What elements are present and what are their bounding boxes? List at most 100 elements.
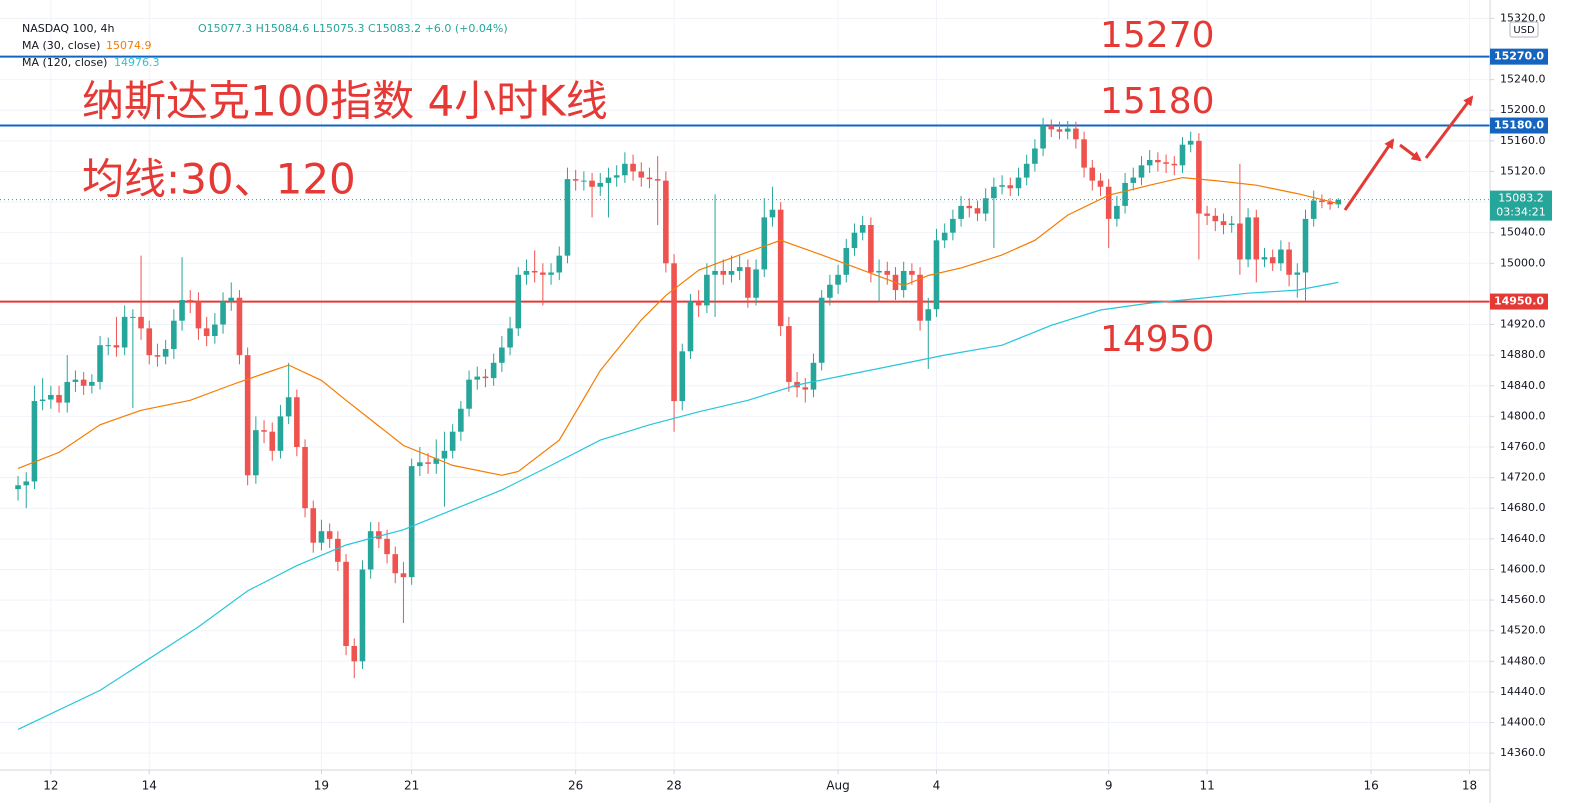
candle-body xyxy=(1261,257,1268,260)
y-tick-label: 14560.0 xyxy=(1500,593,1546,606)
candle-body xyxy=(589,180,595,187)
candle-body xyxy=(531,270,538,273)
candle-body xyxy=(351,646,358,662)
candle-body xyxy=(507,328,513,348)
candle-body xyxy=(146,328,153,356)
candle-body xyxy=(720,270,727,275)
candle-body xyxy=(1048,125,1055,130)
candle-body xyxy=(1179,144,1186,166)
candle-body xyxy=(1064,128,1071,132)
candle-body xyxy=(810,362,817,390)
candle-body xyxy=(277,416,284,451)
candle-body xyxy=(171,320,177,350)
candle-body xyxy=(736,267,743,271)
candle-body xyxy=(203,328,210,337)
candle-body xyxy=(777,209,784,327)
candle-body xyxy=(48,394,54,400)
arrow xyxy=(1399,143,1422,162)
y-tick-label: 14360.0 xyxy=(1500,746,1546,759)
legend-name: MA (120, close) xyxy=(22,56,107,69)
legend-value: 14976.3 xyxy=(114,56,160,69)
candle-body xyxy=(1097,180,1104,187)
candle-body xyxy=(941,232,948,241)
candle-body xyxy=(646,177,653,180)
axes: 14360.0 14400.0 14440.0 14480.0 14520.0 14560… xyxy=(43,11,1552,793)
candle-body xyxy=(1204,213,1210,216)
candle-body xyxy=(376,531,382,539)
candle-body xyxy=(1327,202,1333,205)
price-tag xyxy=(1490,117,1548,134)
candle-body xyxy=(728,270,735,275)
candle-body xyxy=(515,274,522,329)
candle-body xyxy=(1335,199,1342,205)
candle-body xyxy=(1310,200,1317,219)
candle-body xyxy=(474,376,481,380)
candle-body xyxy=(367,531,374,570)
y-tick-label: 14720.0 xyxy=(1500,471,1546,484)
x-tick-label: 28 xyxy=(666,779,681,793)
candle-body xyxy=(482,376,489,379)
arrow xyxy=(1424,95,1474,159)
y-tick-label: 14680.0 xyxy=(1500,501,1546,514)
candle-body xyxy=(1187,140,1194,145)
candle-body xyxy=(851,232,858,248)
candle-body xyxy=(1138,165,1145,178)
y-tick-label: 15160.0 xyxy=(1500,134,1546,147)
candle-body xyxy=(958,205,964,219)
candle-body xyxy=(1122,182,1128,206)
candle-body xyxy=(400,573,407,578)
y-tick-label: 14600.0 xyxy=(1500,562,1546,575)
candle-body xyxy=(490,362,497,379)
candle-body xyxy=(228,297,235,302)
y-tick-label: 14640.0 xyxy=(1500,532,1546,545)
candle-body xyxy=(261,430,267,432)
candle-body xyxy=(917,274,923,321)
candle-body xyxy=(1286,249,1292,275)
price-tag-label: 15180.0 xyxy=(1494,119,1544,132)
candle-body xyxy=(1056,129,1063,132)
candle-body xyxy=(1228,223,1235,226)
candle-body xyxy=(1089,167,1096,181)
candle-body xyxy=(236,297,243,356)
candle-body xyxy=(663,180,669,264)
candle-body xyxy=(1155,159,1161,163)
chart-title: NASDAQ 100, 4h xyxy=(22,22,114,35)
candle-body xyxy=(687,301,694,352)
candle-body xyxy=(326,531,333,539)
x-tick-label: Aug xyxy=(826,779,849,793)
candle-body xyxy=(1196,140,1202,214)
currency: USD xyxy=(1513,25,1535,36)
candle-body xyxy=(425,462,431,464)
candle-body xyxy=(499,347,505,363)
candle-body xyxy=(1146,159,1153,166)
candle-body xyxy=(1015,177,1022,189)
candle-body xyxy=(64,381,71,403)
candle-body xyxy=(269,431,276,451)
candle-body xyxy=(1212,215,1219,222)
candle-body xyxy=(654,179,661,181)
candle-body xyxy=(253,430,259,476)
candle-body xyxy=(581,180,587,182)
candle-body xyxy=(761,217,768,270)
candle-body xyxy=(154,355,161,357)
x-tick-label: 9 xyxy=(1105,779,1113,793)
candle-body xyxy=(605,177,612,183)
candle-body xyxy=(1278,249,1284,264)
y-tick-label: 14400.0 xyxy=(1500,716,1546,729)
x-tick-label: 12 xyxy=(43,779,58,793)
candle-body xyxy=(597,182,604,187)
candle-body xyxy=(220,301,226,325)
candle-body xyxy=(982,198,989,214)
candle-body xyxy=(622,163,628,176)
legend-value: 15074.9 xyxy=(106,39,152,52)
candle-body xyxy=(310,508,317,543)
candle-body xyxy=(843,247,850,275)
candle-body xyxy=(1032,148,1038,164)
candle-body xyxy=(56,394,62,403)
y-tick-label: 15320.0 xyxy=(1500,11,1546,24)
candle-body xyxy=(179,300,185,321)
plot xyxy=(0,55,1490,730)
ma-line xyxy=(17,281,1339,730)
